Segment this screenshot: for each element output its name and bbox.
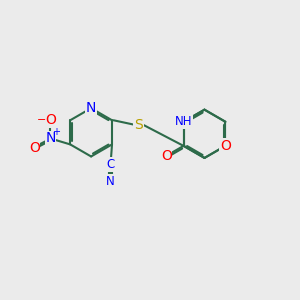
Text: O: O xyxy=(45,113,56,127)
Text: −: − xyxy=(37,115,46,125)
Text: O: O xyxy=(220,139,231,153)
Text: O: O xyxy=(161,149,172,163)
Text: N: N xyxy=(106,175,115,188)
Text: O: O xyxy=(29,141,40,155)
Text: NH: NH xyxy=(175,115,192,128)
Text: N: N xyxy=(86,101,96,115)
Text: C: C xyxy=(106,158,115,171)
Text: S: S xyxy=(134,118,143,132)
Text: N: N xyxy=(45,131,56,146)
Text: +: + xyxy=(52,127,60,137)
